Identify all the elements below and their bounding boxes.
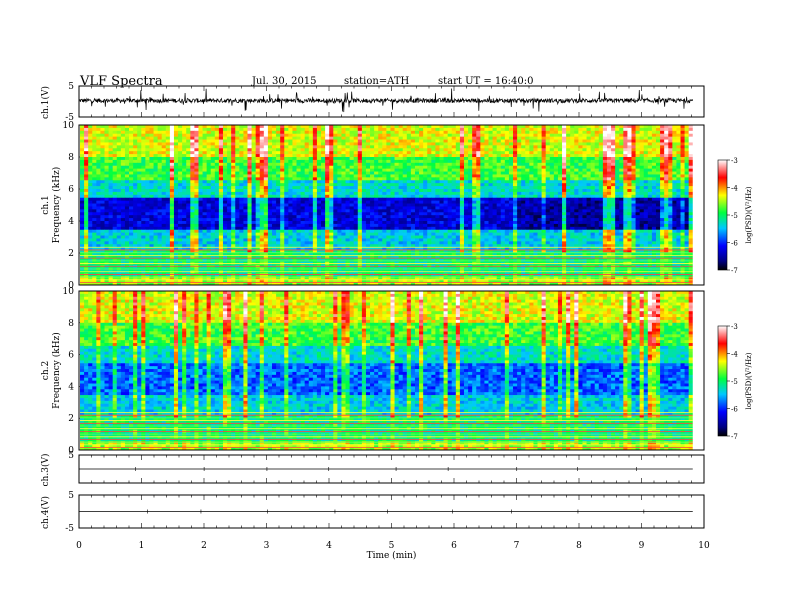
ch1-spec-colorbar-tick-label: -7 <box>731 267 738 275</box>
ch1-spec-colorbar-tick-label: -5 <box>731 212 738 220</box>
ch1-spec-colorbar-tick-label: -4 <box>731 185 738 193</box>
ch2-spec-colorbar <box>717 325 728 437</box>
ch1-spec-tick-label: 6 <box>68 185 74 195</box>
ch1-spec-frame <box>78 124 705 286</box>
ch1-spec-tick-label: 0 <box>68 281 74 291</box>
x-tick-label: 4 <box>326 541 332 551</box>
x-tick-label: 1 <box>139 541 145 551</box>
chart-title: VLF Spectra <box>80 74 163 89</box>
station-label: station=ATH <box>344 76 410 87</box>
ch2-spec-colorbar-tick-label: -6 <box>731 406 738 414</box>
ch1-spec-tick-label: 10 <box>63 121 75 131</box>
ch1-spec-tick-label: 4 <box>68 217 74 227</box>
ch2-spec-colorbar-label: log(PSD)(V²/Hz) <box>745 352 753 409</box>
ch2-spec-tick-label: 8 <box>68 319 74 329</box>
ch2-spec-tick-label: 0 <box>68 446 74 456</box>
ch2-spec-colorbar-tick-label: -4 <box>731 351 738 359</box>
x-tick-label: 8 <box>576 541 582 551</box>
ch4-wave-tick-label: 5 <box>68 491 74 501</box>
x-tick-label: 9 <box>639 541 645 551</box>
ch1-spec-image <box>80 125 704 286</box>
ch1-spec-tick-label: 8 <box>68 153 74 163</box>
ch3-wave-ylabel: ch.3(V) <box>40 454 51 487</box>
x-axis-label: Time (min) <box>367 550 417 561</box>
ch1-spec-panel-label: ch.1 <box>41 195 51 214</box>
ch1-spec-tick-label: 2 <box>68 249 74 259</box>
x-tick-label: 7 <box>514 541 520 551</box>
start-time-label: start UT = 16:40:0 <box>438 76 534 87</box>
date-label: Jul. 30, 2015 <box>252 76 317 87</box>
ch1-spec-colorbar-label: log(PSD)(V²/Hz) <box>745 186 753 243</box>
ch1-spec-colorbar <box>717 159 728 271</box>
ch2-spec-panel-label: ch.2 <box>41 361 51 380</box>
ch2-spec-colorbar-tick-label: -5 <box>731 378 738 386</box>
ch2-spec-colorbar-tick-label: -7 <box>731 433 738 441</box>
ch2-spec-tick-label: 10 <box>63 287 75 297</box>
ch2-spec-colorbar-tick-label: -3 <box>731 323 738 331</box>
x-tick-label: 0 <box>76 541 82 551</box>
ch2-spec-tick-label: 2 <box>68 414 74 424</box>
ch1-wave-tick-label: 5 <box>68 82 74 92</box>
ch2-spec-frame <box>78 290 705 451</box>
ch1-spec-colorbar-tick-label: -3 <box>731 157 738 165</box>
ch2-spec-ylabel: Frequency (kHz) <box>51 332 62 409</box>
x-tick-label: 3 <box>264 541 270 551</box>
ch1-spec-colorbar-tick-label: -6 <box>731 240 738 248</box>
x-tick-label: 2 <box>201 541 207 551</box>
ch1-wave-trace <box>78 88 694 113</box>
ch1-wave-tick-label: -5 <box>65 113 74 123</box>
ch3-wave-tick-label: 5 <box>68 451 74 461</box>
ch1-wave-ylabel: ch.1(V) <box>40 86 51 119</box>
ch2-spec-tick-label: 6 <box>68 351 74 361</box>
ch4-wave-ylabel: ch.4(V) <box>40 496 51 529</box>
ch1-spec-ylabel: Frequency (kHz) <box>51 167 62 244</box>
ch4-wave-tick-label: -5 <box>65 524 74 534</box>
x-tick-label: 6 <box>451 541 457 551</box>
ch2-spec-image <box>80 291 704 451</box>
x-tick-label: 5 <box>389 541 395 551</box>
x-tick-label: 10 <box>698 541 710 551</box>
ch2-spec-tick-label: 4 <box>68 382 74 392</box>
